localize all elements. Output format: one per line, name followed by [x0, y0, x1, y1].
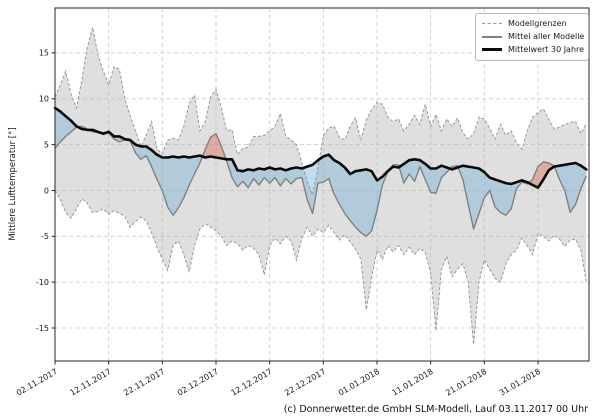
y-tick-label: 10 — [39, 95, 49, 104]
y-tick-label: -5 — [41, 232, 49, 241]
colder-than-normal-fill — [55, 107, 78, 149]
model-mean-line — [54, 125, 587, 238]
x-tick-label: 11.01.2018 — [391, 367, 435, 398]
tick-marks — [51, 52, 539, 365]
x-tick-label: 21.01.2018 — [444, 367, 488, 398]
x-tick-label: 02.12.2017 — [176, 367, 220, 398]
x-tick-label: 12.11.2017 — [69, 367, 113, 398]
legend-item-modellgrenzen: Modellgrenzen — [482, 17, 582, 30]
x-tick-label: 22.12.2017 — [283, 367, 327, 398]
legend-label: Modellgrenzen — [508, 19, 567, 28]
legend-item-mittel-aller-modelle: Mittel aller Modelle — [482, 30, 585, 43]
x-tick-label: 12.12.2017 — [230, 367, 274, 398]
y-axis-label: Mittlere Lufttemperatur [°] — [8, 127, 18, 241]
dashed-line-swatch — [482, 23, 502, 24]
band-edge-bottom — [54, 190, 587, 345]
gray-line-swatch — [482, 35, 502, 38]
legend-item-mittelwert-30-jahre: Mittelwert 30 Jahre — [482, 43, 585, 56]
x-tick-label: 02.11.2017 — [15, 367, 59, 398]
axes-frame — [54, 7, 590, 362]
legend-label: Mittelwert 30 Jahre — [508, 45, 585, 54]
y-tick-label: -15 — [36, 324, 49, 333]
legend: Modellgrenzen Mittel aller Modelle Mitte… — [475, 13, 589, 61]
colder-than-normal-fill — [458, 165, 529, 229]
warmer-than-normal-fill — [528, 162, 555, 188]
y-tick-label: 5 — [44, 140, 49, 149]
x-tick-label: 22.11.2017 — [122, 367, 166, 398]
y-tick-label: 0 — [44, 186, 49, 195]
model-range-band — [55, 27, 587, 345]
colder-than-normal-fill — [226, 154, 390, 237]
colder-than-normal-fill — [89, 129, 203, 216]
x-tick-label: 01.01.2018 — [337, 367, 381, 398]
legend-label: Mittel aller Modelle — [508, 32, 585, 41]
x-tick-label: 31.01.2018 — [498, 367, 542, 398]
y-tick-label: 15 — [39, 49, 49, 58]
copyright-caption: (c) Donnerwetter.de GmbH SLM-Modell, Lau… — [283, 404, 588, 415]
colder-than-normal-fill — [554, 163, 587, 213]
y-tick-label: -10 — [36, 278, 49, 287]
mean-30-years-line — [53, 106, 588, 189]
black-line-swatch — [482, 48, 502, 51]
warmer-than-normal-fill — [202, 133, 226, 160]
